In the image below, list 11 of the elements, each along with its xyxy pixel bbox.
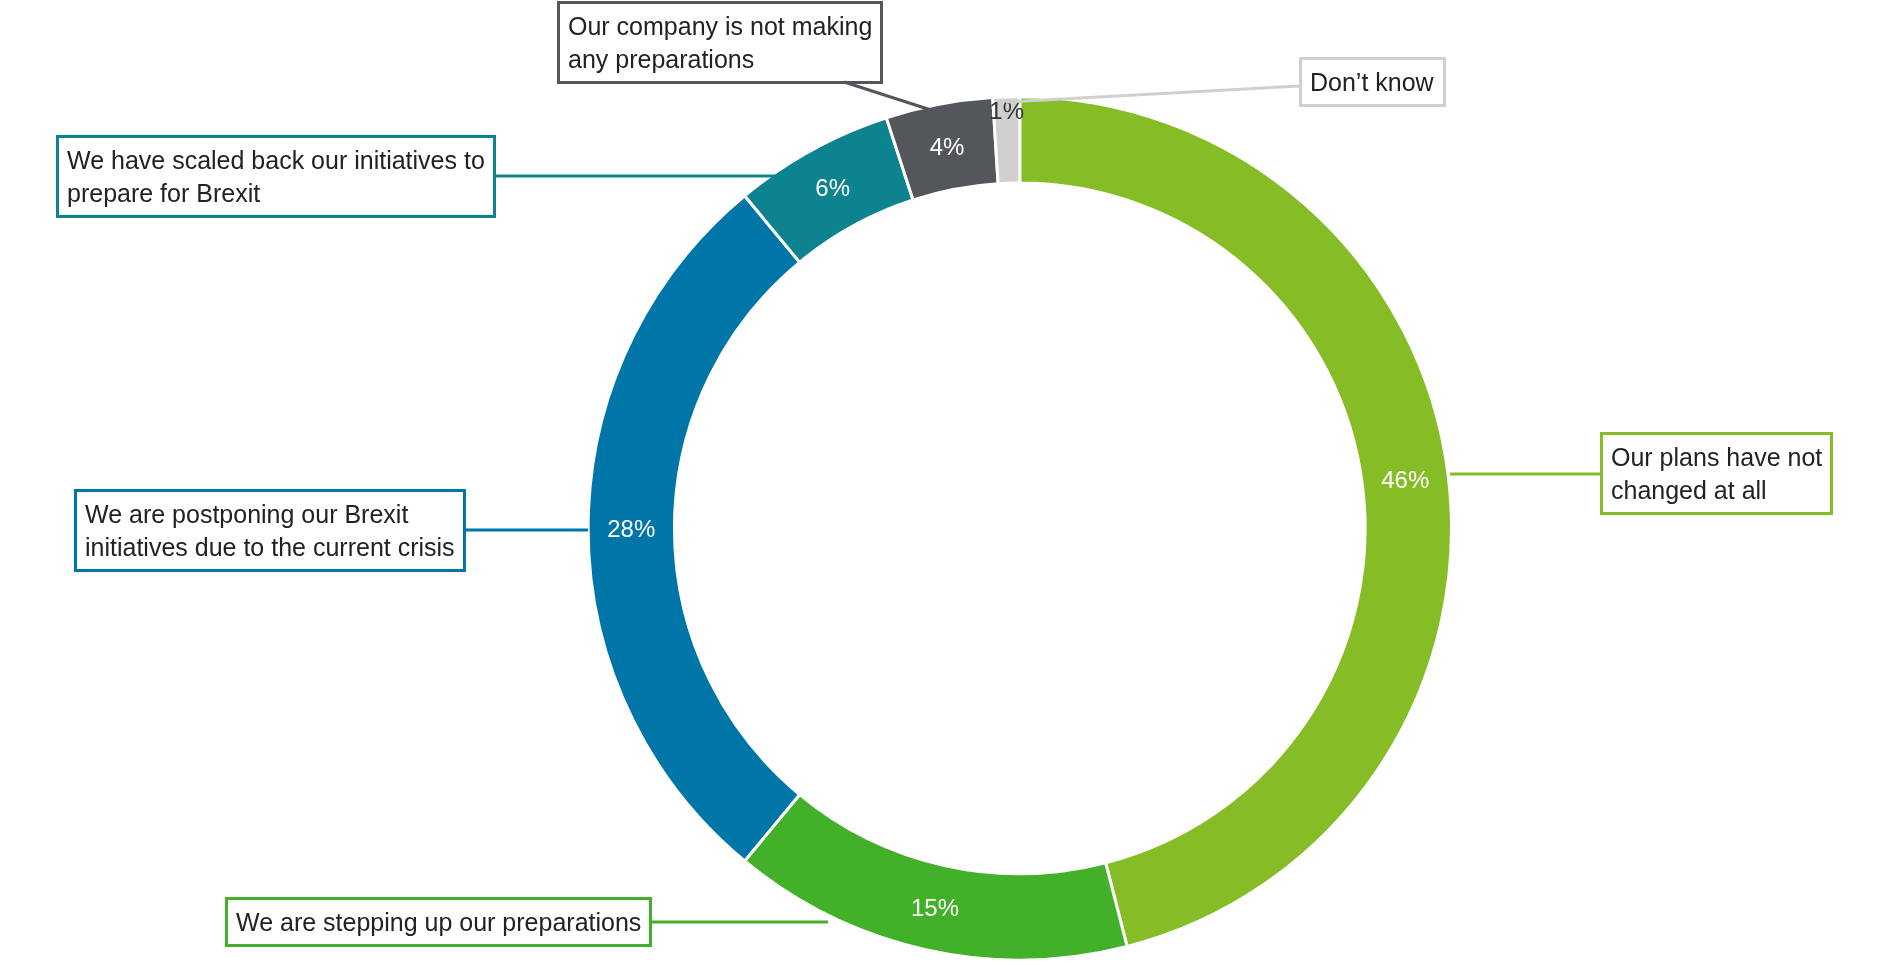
slice-label: Our company is not making any preparations	[568, 12, 873, 73]
data-label: 4%	[929, 133, 965, 161]
data-label: 15%	[911, 894, 960, 922]
data-label: 6%	[815, 174, 850, 202]
data-label: 28%	[607, 514, 656, 542]
slice-label: We are postponing our Brexit initiatives due to the current crisis	[85, 500, 455, 561]
slice-label: We have scaled back our initiatives to prepare for Brexit	[67, 146, 485, 207]
data-label: 46%	[1381, 466, 1430, 494]
slice-label: We are stepping up our preparations	[236, 908, 642, 936]
slice-label: Don’t know	[1310, 68, 1435, 96]
slice-label: Our plans have not changed at all	[1611, 443, 1823, 504]
